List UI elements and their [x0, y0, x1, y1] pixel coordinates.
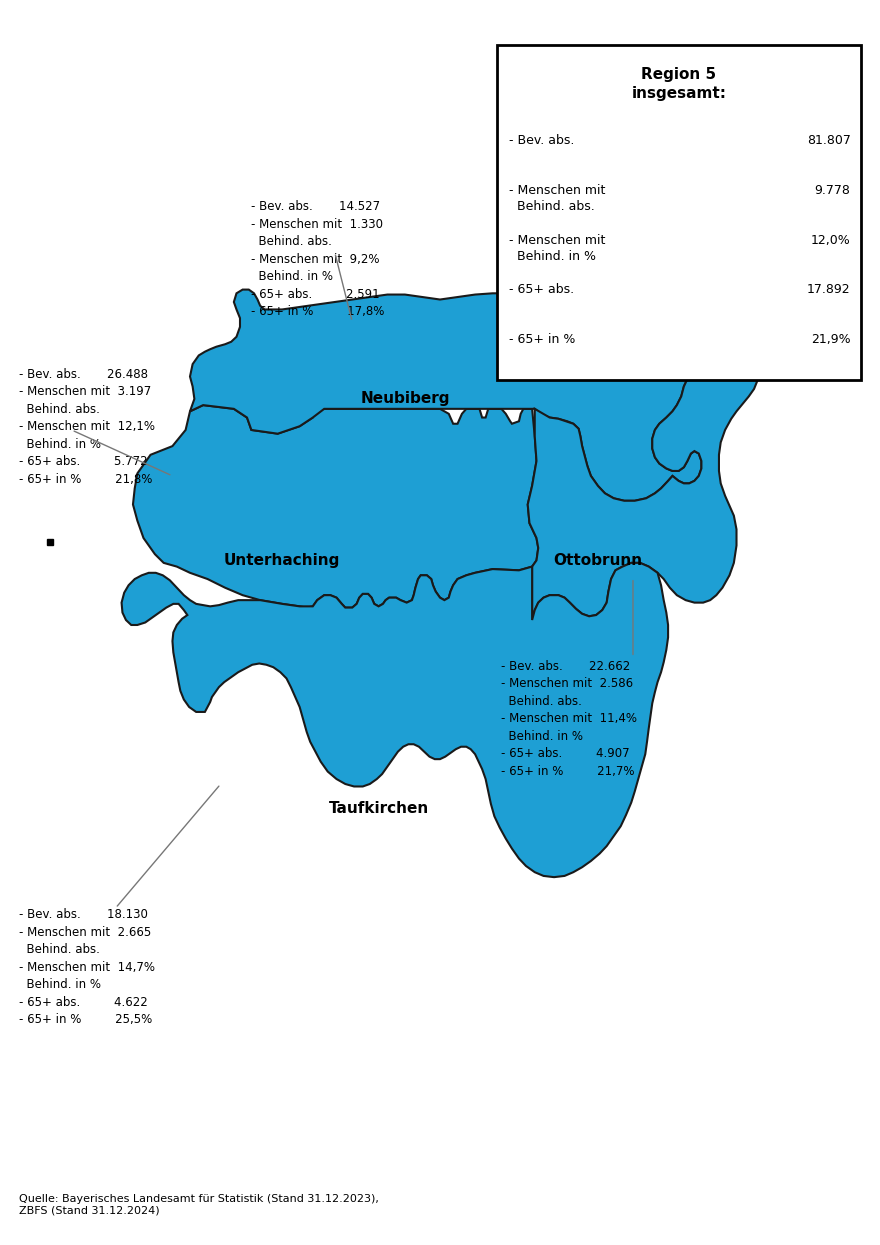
- Text: 17.892: 17.892: [807, 284, 851, 296]
- Text: Taufkirchen: Taufkirchen: [328, 802, 429, 817]
- Text: - 65+ abs.: - 65+ abs.: [510, 284, 575, 296]
- Text: - Bev. abs.       14.527
- Menschen mit  1.330
  Behind. abs.
- Menschen mit  9,: - Bev. abs. 14.527 - Menschen mit 1.330 …: [252, 200, 385, 319]
- Text: Region 5
insgesamt:: Region 5 insgesamt:: [632, 67, 727, 101]
- Text: Unterhaching: Unterhaching: [224, 553, 341, 568]
- Text: - Menschen mit
  Behind. abs.: - Menschen mit Behind. abs.: [510, 184, 605, 213]
- Text: Quelle: Bayerisches Landesamt für Statistik (Stand 31.12.2023),
ZBFS (Stand 31.1: Quelle: Bayerisches Landesamt für Statis…: [19, 1194, 378, 1215]
- Text: - Bev. abs.       22.662
- Menschen mit  2.586
  Behind. abs.
- Menschen mit  11: - Bev. abs. 22.662 - Menschen mit 2.586 …: [502, 660, 637, 778]
- Text: 81.807: 81.807: [807, 134, 851, 147]
- FancyBboxPatch shape: [497, 45, 861, 380]
- Text: - Bev. abs.       26.488
- Menschen mit  3.197
  Behind. abs.
- Menschen mit  12: - Bev. abs. 26.488 - Menschen mit 3.197 …: [19, 367, 155, 486]
- Text: Neubiberg: Neubiberg: [360, 391, 450, 406]
- Text: - 65+ in %: - 65+ in %: [510, 334, 576, 346]
- Text: 9.778: 9.778: [815, 184, 851, 197]
- Text: - Menschen mit
  Behind. in %: - Menschen mit Behind. in %: [510, 234, 605, 263]
- Text: - Bev. abs.       18.130
- Menschen mit  2.665
  Behind. abs.
- Menschen mit  14: - Bev. abs. 18.130 - Menschen mit 2.665 …: [19, 908, 155, 1026]
- Text: 12,0%: 12,0%: [810, 234, 851, 247]
- Polygon shape: [133, 405, 539, 608]
- Polygon shape: [121, 563, 668, 878]
- Polygon shape: [528, 349, 758, 620]
- Polygon shape: [190, 290, 701, 500]
- Text: - Bev. abs.: - Bev. abs.: [510, 134, 575, 147]
- Text: Ottobrunn: Ottobrunn: [554, 553, 642, 568]
- Text: 21,9%: 21,9%: [810, 334, 851, 346]
